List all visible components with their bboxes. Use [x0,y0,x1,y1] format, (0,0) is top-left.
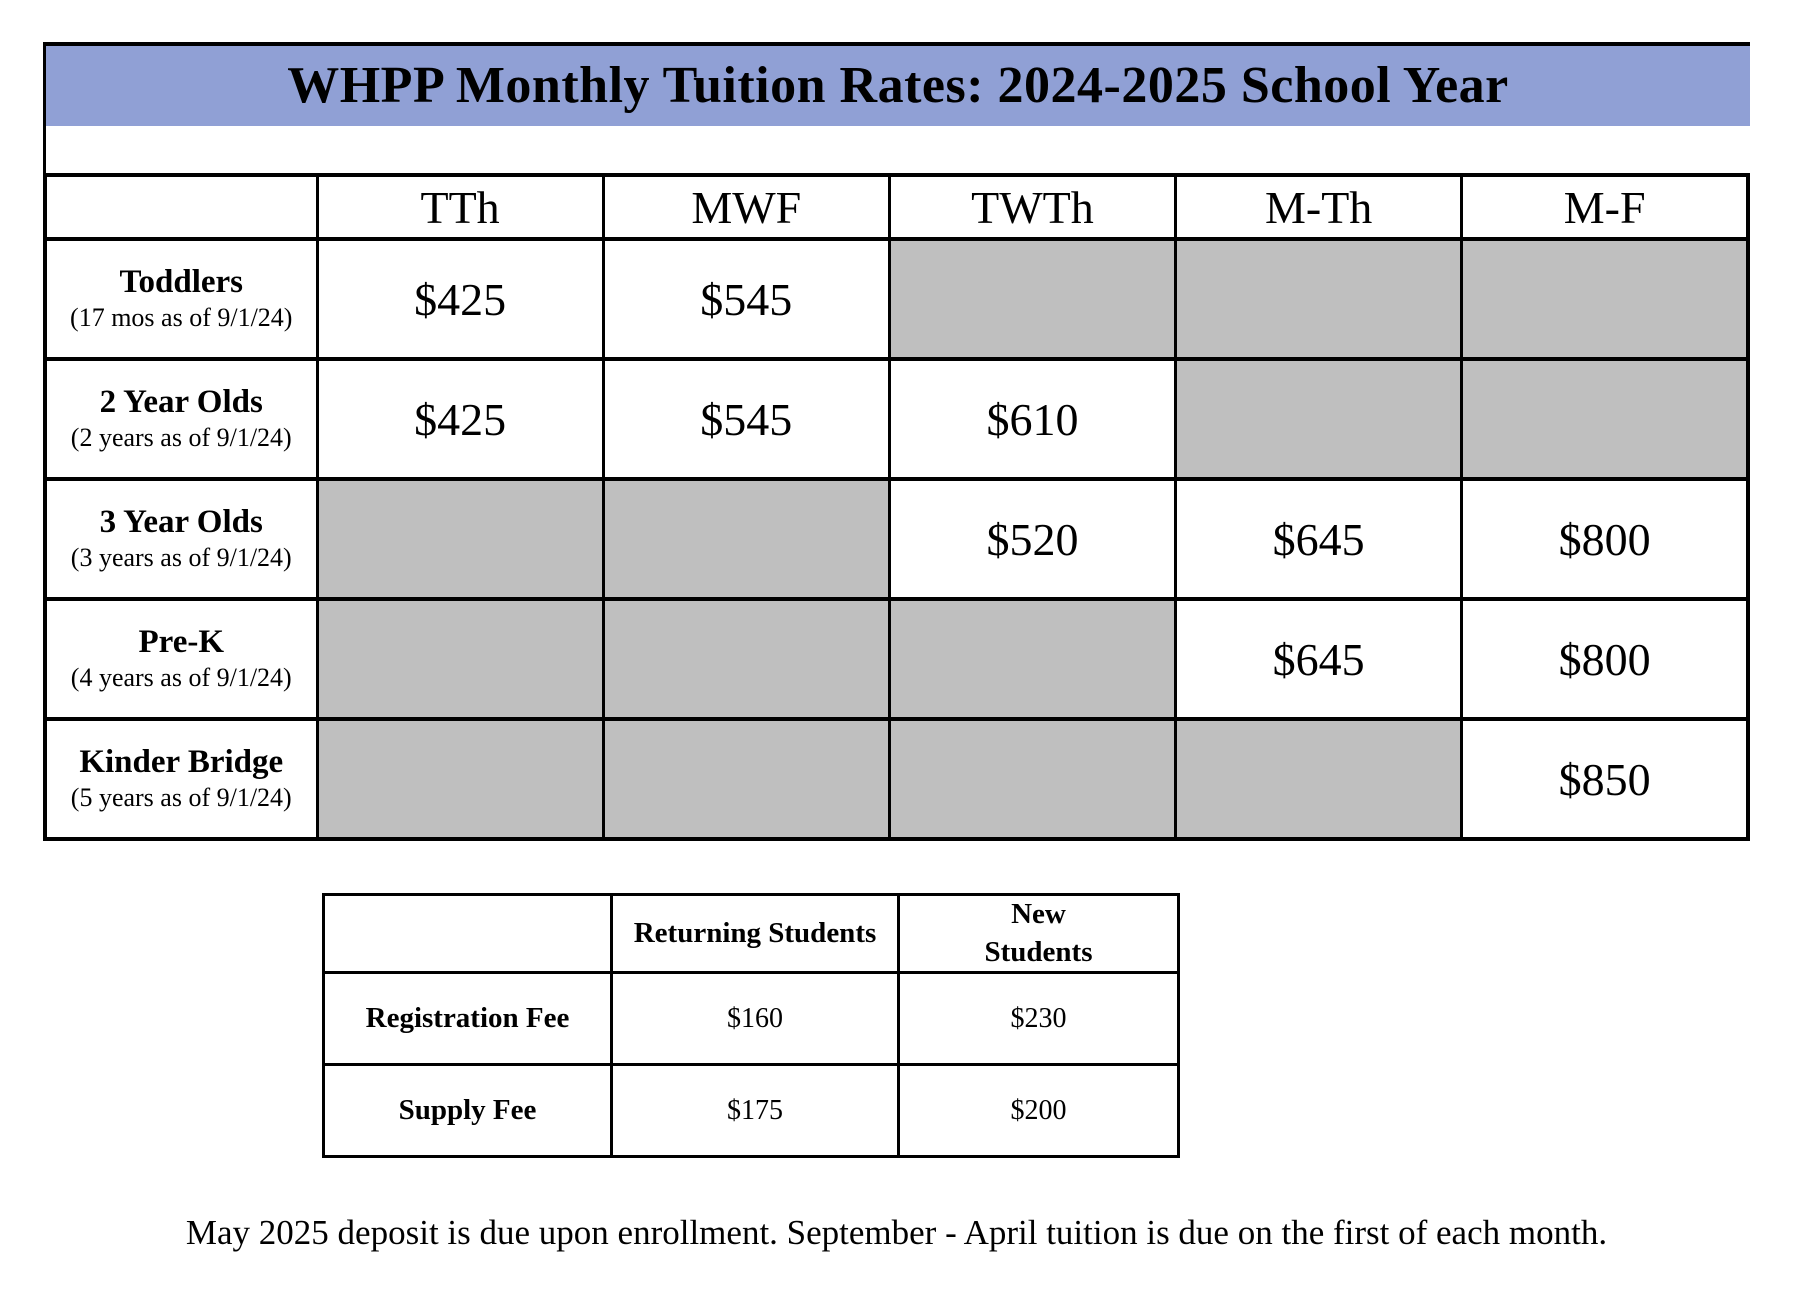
row-label-title: Kinder Bridge [79,743,284,780]
unavailable-cell [887,597,1178,721]
row-label: Kinder Bridge (5 years as of 9/1/24) [43,717,319,841]
table-row-3-year-olds: 3 Year Olds (3 years as of 9/1/24) $520 … [43,477,1750,601]
unavailable-cell [601,477,891,601]
table-row-toddlers: Toddlers (17 mos as of 9/1/24) $425 $545 [43,237,1750,361]
fee-value: $160 [610,971,900,1067]
row-label-subtitle: (3 years as of 9/1/24) [70,542,292,572]
fees-header-row: Returning Students New Students [322,892,1180,975]
price-cell: $425 [315,357,605,481]
price-cell: $850 [1460,717,1750,841]
unavailable-cell [315,597,605,721]
unavailable-cell [315,717,605,841]
unavailable-cell [1174,717,1464,841]
row-label-subtitle: (17 mos as of 9/1/24) [70,302,293,332]
fees-corner-cell [322,892,613,975]
tuition-header-row: TTh MWF TWTh M-Th M-F [43,173,1750,241]
fee-value: $230 [897,971,1180,1067]
fees-column-new: New Students [897,892,1180,975]
price-cell: $800 [1460,597,1750,721]
fees-column-returning: Returning Students [610,892,900,975]
price-cell: $520 [887,477,1178,601]
row-label: 3 Year Olds (3 years as of 9/1/24) [43,477,319,601]
row-label-subtitle: (2 years as of 9/1/24) [70,422,292,452]
footer-note: May 2025 deposit is due upon enrollment.… [185,1213,1608,1253]
unavailable-cell [1460,237,1750,361]
fees-row-supply: Supply Fee $175 $200 [322,1063,1180,1159]
table-row-kinder-bridge: Kinder Bridge (5 years as of 9/1/24) $85… [43,717,1750,841]
unavailable-cell [887,717,1178,841]
column-header-mf: M-F [1460,173,1750,241]
title-gap [43,126,1750,173]
row-label: 2 Year Olds (2 years as of 9/1/24) [43,357,319,481]
row-label: Pre-K (4 years as of 9/1/24) [43,597,319,721]
fees-row-registration: Registration Fee $160 $230 [322,971,1180,1067]
row-label-subtitle: (4 years as of 9/1/24) [70,662,292,692]
price-cell: $610 [887,357,1178,481]
unavailable-cell [601,597,891,721]
column-header-twth: TWTh [887,173,1178,241]
title-banner: WHPP Monthly Tuition Rates: 2024-2025 Sc… [43,42,1750,126]
price-cell: $425 [315,237,605,361]
unavailable-cell [315,477,605,601]
price-cell: $645 [1174,597,1464,721]
price-cell: $545 [601,237,891,361]
column-header-mwf: MWF [601,173,891,241]
unavailable-cell [1460,357,1750,481]
price-cell: $800 [1460,477,1750,601]
unavailable-cell [1174,237,1464,361]
fee-value: $200 [897,1063,1180,1159]
document-page: WHPP Monthly Tuition Rates: 2024-2025 Sc… [43,42,1750,1253]
row-label-subtitle: (5 years as of 9/1/24) [70,782,292,812]
unavailable-cell [887,237,1178,361]
price-cell: $645 [1174,477,1464,601]
price-cell: $545 [601,357,891,481]
fee-row-label: Registration Fee [322,971,613,1067]
table-row-pre-k: Pre-K (4 years as of 9/1/24) $645 $800 [43,597,1750,721]
row-label-title: Toddlers [119,263,244,300]
row-label: Toddlers (17 mos as of 9/1/24) [43,237,319,361]
row-label-title: 3 Year Olds [99,503,263,540]
tuition-table: TTh MWF TWTh M-Th M-F Toddlers (17 mos a… [43,173,1750,841]
page-title: WHPP Monthly Tuition Rates: 2024-2025 Sc… [287,57,1509,114]
fee-row-label: Supply Fee [322,1063,613,1159]
fee-value: $175 [610,1063,900,1159]
corner-cell [43,173,319,241]
table-row-2-year-olds: 2 Year Olds (2 years as of 9/1/24) $425 … [43,357,1750,481]
column-header-mth: M-Th [1174,173,1464,241]
row-label-title: 2 Year Olds [99,383,263,420]
unavailable-cell [601,717,891,841]
row-label-title: Pre-K [138,623,224,660]
unavailable-cell [1174,357,1464,481]
column-header-tth: TTh [315,173,605,241]
fees-table: Returning Students New Students Registra… [322,892,1180,1159]
